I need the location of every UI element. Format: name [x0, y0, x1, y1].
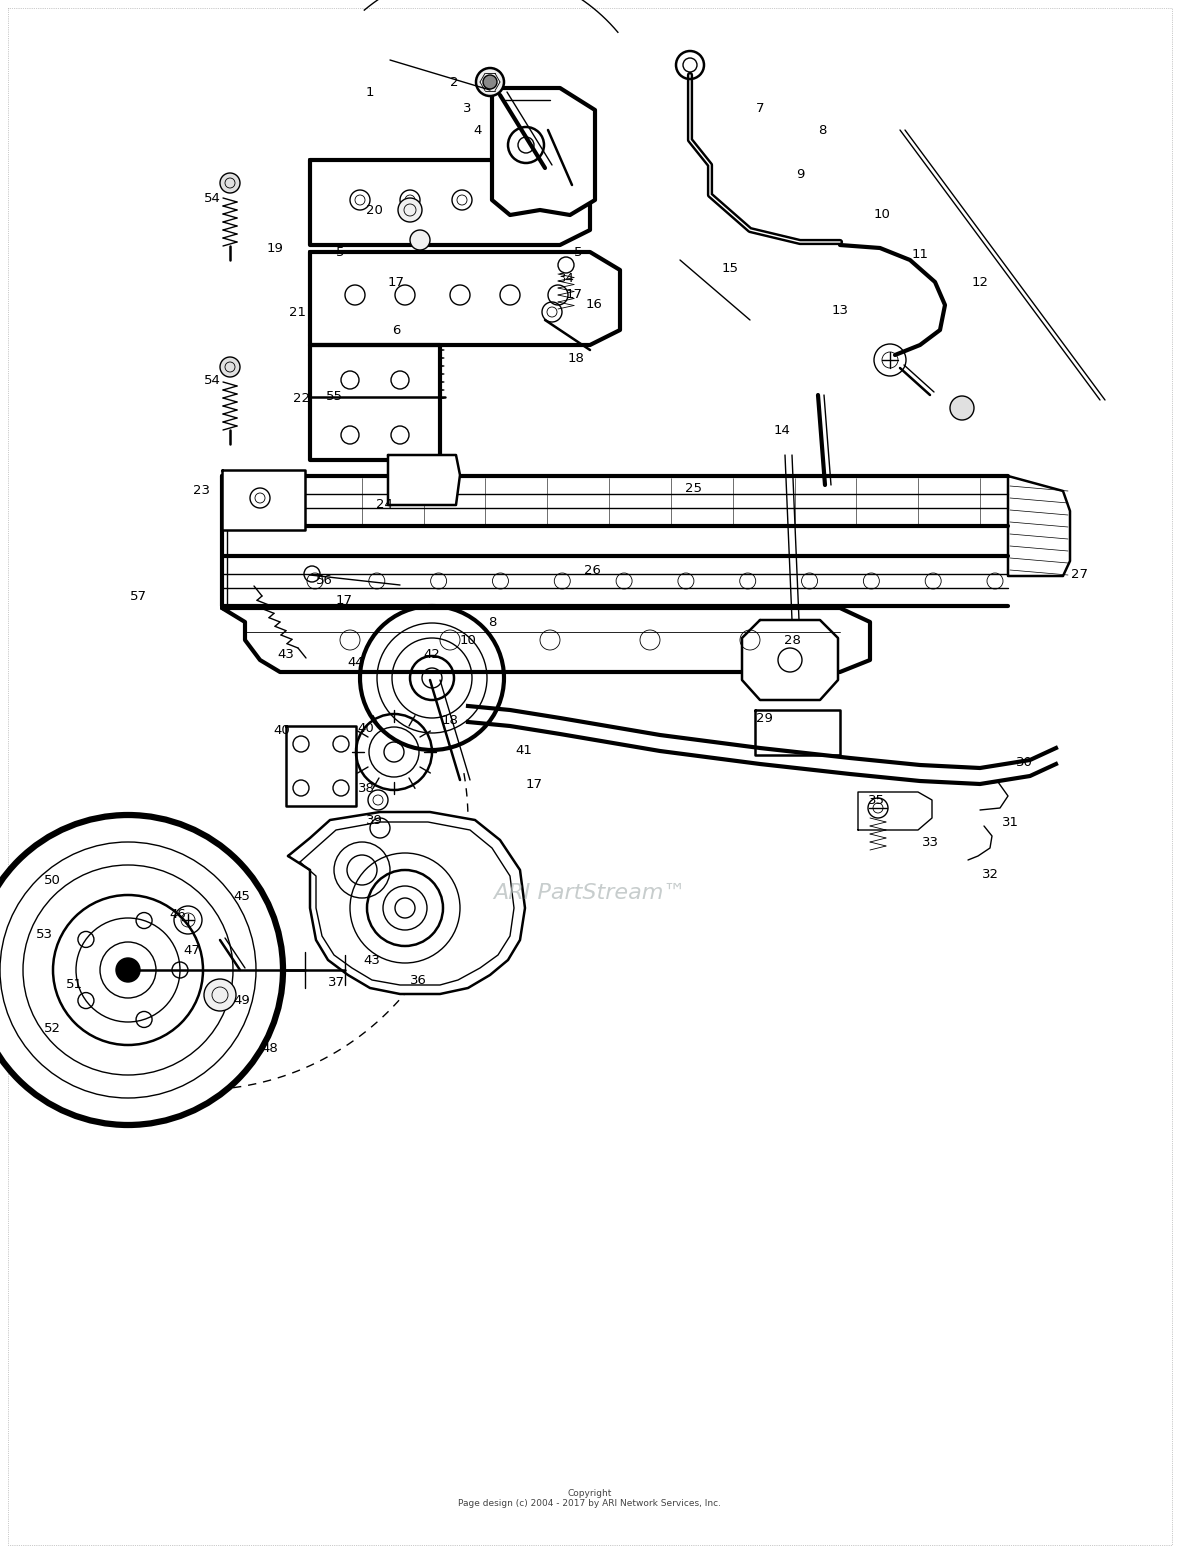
Polygon shape [310, 252, 620, 345]
Circle shape [116, 958, 140, 981]
Text: 48: 48 [262, 1042, 278, 1054]
Text: 29: 29 [755, 711, 773, 725]
Text: 28: 28 [784, 634, 800, 646]
Text: 46: 46 [170, 909, 186, 921]
Text: 45: 45 [234, 890, 250, 902]
Text: 40: 40 [274, 724, 290, 736]
Polygon shape [288, 812, 525, 994]
Text: 54: 54 [204, 191, 221, 205]
Circle shape [0, 815, 283, 1124]
Text: 43: 43 [363, 954, 380, 966]
Text: 8: 8 [818, 124, 826, 137]
Polygon shape [742, 620, 838, 700]
Text: 25: 25 [686, 481, 702, 494]
Text: 17: 17 [565, 289, 583, 301]
Text: 5: 5 [573, 247, 582, 259]
Circle shape [476, 68, 504, 96]
Text: 1: 1 [366, 85, 374, 98]
Text: 43: 43 [277, 649, 295, 662]
Circle shape [950, 396, 974, 419]
Text: 23: 23 [194, 483, 210, 497]
Text: 42: 42 [424, 649, 440, 662]
Circle shape [483, 75, 497, 89]
Text: 20: 20 [366, 203, 382, 216]
Text: 8: 8 [487, 615, 496, 629]
Text: 36: 36 [409, 974, 426, 986]
Text: 15: 15 [721, 261, 739, 275]
Text: 39: 39 [366, 814, 382, 826]
Polygon shape [222, 609, 870, 672]
Text: 11: 11 [911, 248, 929, 261]
Polygon shape [388, 455, 460, 505]
Circle shape [219, 172, 240, 193]
Text: 12: 12 [971, 275, 989, 289]
Text: 21: 21 [289, 306, 307, 318]
Text: 51: 51 [66, 978, 83, 991]
Text: Copyright
Page design (c) 2004 - 2017 by ARI Network Services, Inc.: Copyright Page design (c) 2004 - 2017 by… [459, 1489, 721, 1508]
Text: 57: 57 [130, 590, 146, 603]
Text: 24: 24 [375, 497, 393, 511]
Text: 19: 19 [267, 242, 283, 255]
Text: 38: 38 [358, 781, 374, 795]
Text: 49: 49 [234, 994, 250, 1006]
Circle shape [409, 230, 430, 250]
Polygon shape [310, 160, 590, 245]
Circle shape [219, 357, 240, 377]
Text: 17: 17 [525, 778, 543, 792]
Text: 17: 17 [387, 275, 405, 289]
Text: 50: 50 [44, 873, 60, 887]
Text: 34: 34 [558, 272, 575, 284]
Text: 31: 31 [1002, 815, 1018, 828]
Text: 16: 16 [585, 298, 603, 312]
Text: 54: 54 [204, 374, 221, 387]
Text: 5: 5 [336, 247, 345, 259]
Text: 3: 3 [463, 101, 471, 115]
Text: 32: 32 [982, 868, 998, 881]
Text: 56: 56 [315, 573, 333, 587]
Text: 18: 18 [568, 351, 584, 365]
Text: 10: 10 [873, 208, 891, 222]
Circle shape [398, 197, 422, 222]
Text: 35: 35 [867, 794, 885, 806]
Polygon shape [755, 710, 840, 755]
Text: 2: 2 [450, 76, 458, 89]
Text: 10: 10 [459, 634, 477, 646]
Text: 44: 44 [348, 655, 365, 668]
Polygon shape [310, 345, 440, 460]
Text: 13: 13 [832, 303, 848, 317]
Text: 55: 55 [326, 390, 342, 402]
Text: 6: 6 [392, 323, 400, 337]
Polygon shape [858, 792, 932, 829]
Text: 30: 30 [1016, 755, 1032, 769]
Text: 41: 41 [516, 744, 532, 756]
Circle shape [204, 978, 236, 1011]
Text: 22: 22 [294, 391, 310, 404]
Text: 53: 53 [35, 929, 52, 941]
Polygon shape [492, 89, 595, 214]
Text: 7: 7 [755, 101, 765, 115]
Text: 18: 18 [441, 713, 459, 727]
Text: 9: 9 [795, 168, 805, 182]
Text: 26: 26 [584, 564, 601, 576]
Text: ARI PartStream™: ARI PartStream™ [493, 884, 687, 902]
Text: 52: 52 [44, 1022, 60, 1034]
Text: 33: 33 [922, 836, 938, 848]
Text: 14: 14 [774, 424, 791, 436]
Text: 37: 37 [328, 975, 345, 989]
Polygon shape [1008, 477, 1070, 576]
Text: 47: 47 [184, 944, 201, 957]
Text: 40: 40 [358, 722, 374, 735]
Circle shape [683, 57, 697, 71]
Polygon shape [222, 471, 304, 530]
Text: 17: 17 [335, 593, 353, 607]
Polygon shape [286, 725, 356, 806]
Text: 4: 4 [474, 124, 483, 137]
Text: 27: 27 [1071, 568, 1088, 581]
